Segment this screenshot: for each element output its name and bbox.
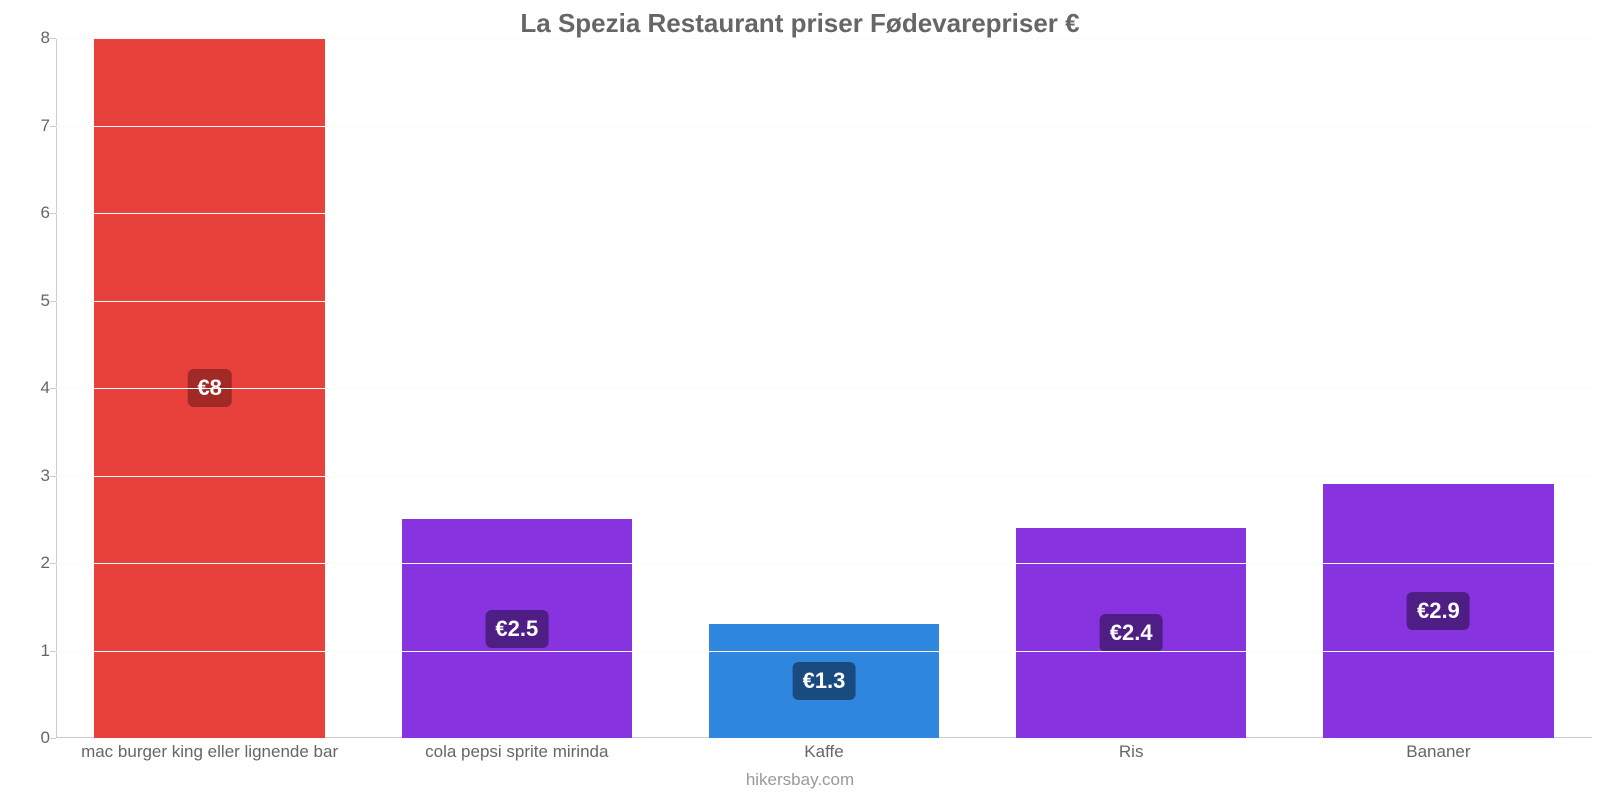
y-tick-mark <box>50 563 56 564</box>
y-tick-mark <box>50 388 56 389</box>
y-tick-label: 1 <box>26 641 50 661</box>
grid-line <box>56 651 1592 652</box>
y-tick-label: 3 <box>26 466 50 486</box>
x-tick-label: Ris <box>1119 742 1144 762</box>
x-axis-labels: mac burger king eller lignende bar cola p… <box>56 742 1592 766</box>
chart-credit: hikersbay.com <box>0 770 1600 790</box>
y-tick-mark <box>50 738 56 739</box>
y-tick-mark <box>50 476 56 477</box>
y-tick-label: 2 <box>26 553 50 573</box>
y-tick-mark <box>50 213 56 214</box>
bar-value-badge: €2.9 <box>1407 592 1470 630</box>
chart-title: La Spezia Restaurant priser Fødevarepris… <box>0 0 1600 39</box>
y-tick-label: 0 <box>26 728 50 748</box>
bar-value-badge: €1.3 <box>793 662 856 700</box>
grid-line <box>56 563 1592 564</box>
x-tick-label: cola pepsi sprite mirinda <box>425 742 608 762</box>
y-tick-mark <box>50 38 56 39</box>
price-bar-chart: La Spezia Restaurant priser Fødevarepris… <box>0 0 1600 800</box>
plot-area: €8€2.5€1.3€2.4€2.9 012345678 <box>56 38 1592 738</box>
y-tick-mark <box>50 301 56 302</box>
y-tick-label: 5 <box>26 291 50 311</box>
grid-line <box>56 476 1592 477</box>
x-tick-label: Bananer <box>1406 742 1470 762</box>
y-tick-mark <box>50 651 56 652</box>
y-tick-label: 6 <box>26 203 50 223</box>
grid-line <box>56 38 1592 39</box>
y-tick-label: 4 <box>26 378 50 398</box>
grid-line <box>56 213 1592 214</box>
y-tick-mark <box>50 126 56 127</box>
y-tick-label: 7 <box>26 116 50 136</box>
x-tick-label: Kaffe <box>804 742 843 762</box>
grid-line <box>56 388 1592 389</box>
grid-line <box>56 126 1592 127</box>
bar-value-badge: €2.5 <box>485 610 548 648</box>
y-tick-label: 8 <box>26 28 50 48</box>
bar-value-badge: €2.4 <box>1100 614 1163 652</box>
x-tick-label: mac burger king eller lignende bar <box>81 742 338 762</box>
grid-line <box>56 301 1592 302</box>
